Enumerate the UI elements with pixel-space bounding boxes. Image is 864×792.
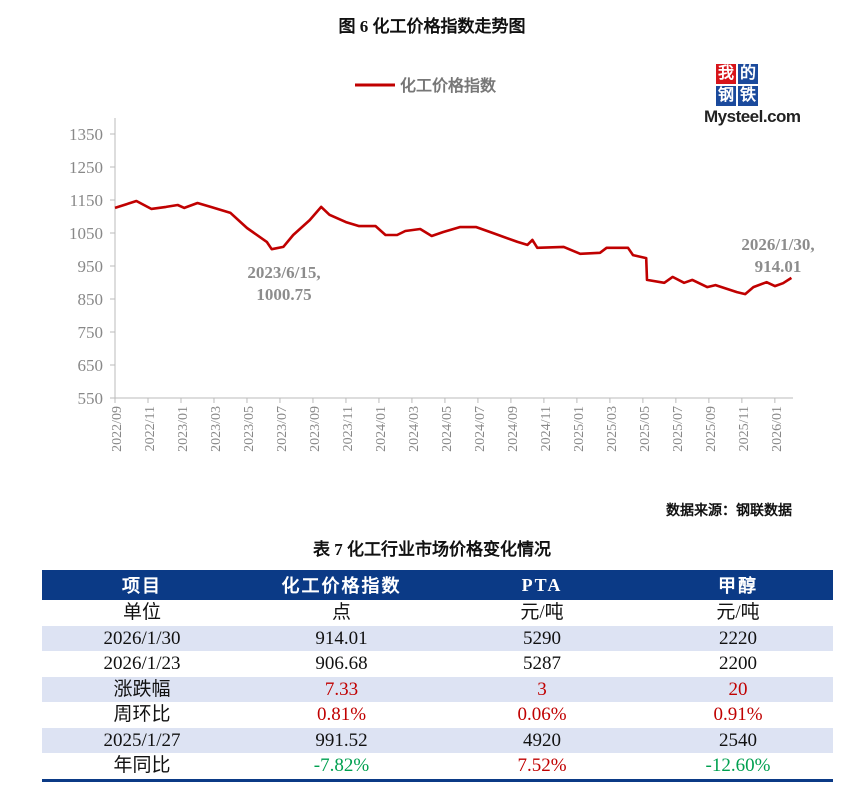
logo-wordmark: Mysteel.com [704, 107, 801, 126]
methanol-value: 元/吨 [716, 602, 760, 624]
logo-char: 我 [716, 64, 736, 84]
pta-value: 4920 [441, 727, 643, 753]
y-tick-label: 1250 [69, 158, 103, 177]
logo-char: 钢 [716, 86, 736, 106]
header-methanol: 甲醇 [643, 570, 833, 600]
table-row: 2026/1/30 914.01 5290 2220 [42, 625, 833, 651]
y-tick-label: 1050 [69, 224, 103, 243]
header-pta: PTA [441, 570, 643, 600]
header-item: 项目 [42, 570, 242, 600]
pta-value: 5290 [441, 625, 643, 651]
methanol-value: 2200 [719, 653, 757, 675]
annotation-line2: 914.01 [755, 257, 802, 276]
y-tick-label: 650 [78, 356, 104, 375]
x-tick-label: 2023/09 [308, 406, 323, 452]
line-chart: 1350 1250 1150 1050 950 850 750 650 550 2022/09 20… [69, 76, 815, 452]
pta-value: 元/吨 [520, 602, 564, 624]
price-change-table: 项目 化工价格指数 PTA 甲醇 单位点元/吨 元/吨 2026/1/30 914.0… [42, 570, 833, 782]
x-tick-label: 2025/09 [704, 406, 719, 452]
x-tick-label: 2026/01 [770, 406, 785, 452]
index-value: -7.82% [313, 755, 370, 777]
methanol-value: 2220 [643, 625, 833, 651]
table-row: 单位 点 元/吨 元/吨 [42, 600, 833, 626]
pta-value: 0.06% [517, 704, 567, 726]
row-label: 2026/1/30 [42, 625, 242, 651]
methanol-value: 20 [643, 676, 833, 702]
pta-value: 3 [441, 676, 643, 702]
x-tick-label: 2023/11 [341, 406, 356, 451]
index-value: 991.52 [242, 727, 441, 753]
mysteel-logo: 我 的 钢 铁 Mysteel.com [704, 64, 801, 130]
methanol-value: -12.60% [705, 755, 771, 777]
row-label: 涨跌幅 [42, 676, 242, 702]
x-tick-label: 2025/01 [572, 406, 587, 452]
x-tick-label: 2023/01 [176, 406, 191, 452]
table-row: 涨跌幅 7.33 3 20 [42, 676, 833, 702]
y-tick-label: 1350 [69, 125, 103, 144]
x-tick-label: 2024/05 [440, 406, 455, 452]
header-index: 化工价格指数 [242, 570, 441, 600]
y-tick-label: 550 [78, 389, 104, 408]
row-label: 2025/1/27 [42, 727, 242, 753]
index-value: 906.68 [315, 653, 368, 675]
x-tick-label: 2024/01 [374, 406, 389, 452]
pta-value: 7.52% [517, 755, 567, 777]
table-title: 表 7 化工行业市场价格变化情况 [313, 540, 551, 559]
index-value: 914.01 [242, 625, 441, 651]
x-tick-label: 2024/11 [539, 406, 554, 451]
figure-title: 图 6 化工价格指数走势图 [338, 17, 526, 36]
methanol-value: 2540 [643, 727, 833, 753]
x-tick-label: 2025/11 [737, 406, 752, 451]
methanol-value: 0.91% [713, 704, 763, 726]
x-tick-label: 2024/09 [506, 406, 521, 452]
pta-value: 5287 [523, 653, 561, 675]
index-series-line [114, 199, 793, 296]
annotation-line1: 2026/1/30, [741, 235, 814, 254]
table-row: 2025/1/27 991.52 4920 2540 [42, 727, 833, 753]
x-tick-label: 2023/05 [242, 406, 257, 452]
logo-char: 铁 [738, 86, 758, 106]
legend-label: 化工价格指数 [400, 76, 497, 95]
table-header-row: 项目 化工价格指数 PTA 甲醇 [42, 570, 833, 600]
row-label: 单位 [122, 602, 161, 624]
x-tick-label: 2023/07 [275, 406, 290, 452]
x-tick-label: 2025/07 [671, 406, 686, 452]
y-tick-label: 950 [78, 257, 104, 276]
y-tick-label: 1150 [70, 191, 103, 210]
annotation-line2: 1000.75 [256, 285, 311, 304]
data-source: 数据来源：钢联数据 [666, 504, 792, 519]
table-row: 年同比 -7.82% 7.52% -12.60% [42, 753, 833, 780]
y-tick-label: 750 [78, 323, 104, 342]
index-value: 点 [331, 602, 351, 624]
table-row: 周环比 0.81% 0.06% 0.91% [42, 702, 833, 728]
row-label: 年同比 [113, 755, 171, 777]
x-tick-label: 2024/03 [407, 406, 422, 452]
x-tick-label: 2025/05 [638, 406, 653, 452]
x-tick-label: 2022/09 [110, 406, 125, 452]
x-tick-label: 2024/07 [473, 406, 488, 452]
y-tick-label: 850 [78, 290, 104, 309]
index-value: 7.33 [242, 676, 441, 702]
row-label: 2026/1/23 [103, 653, 181, 675]
row-label: 周环比 [113, 704, 171, 726]
logo-char: 的 [738, 64, 758, 84]
annotation-line1: 2023/6/15, [247, 263, 320, 282]
table-row: 2026/1/23 906.68 5287 2200 [42, 651, 833, 677]
index-value: 0.81% [316, 704, 367, 726]
x-tick-label: 2023/03 [209, 406, 224, 452]
x-tick-label: 2022/11 [143, 406, 158, 451]
x-tick-label: 2025/03 [605, 406, 620, 452]
